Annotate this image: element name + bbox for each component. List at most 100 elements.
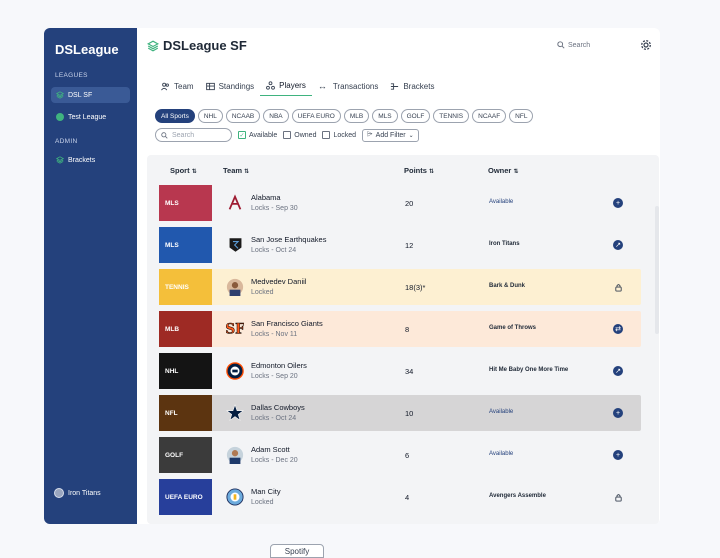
table-row[interactable]: MLS Alabama Locks - Sep 30 20 Available + — [159, 185, 641, 221]
page-title-text: DSLeague SF — [163, 38, 247, 53]
team-name[interactable]: Adam Scott — [251, 445, 290, 454]
tab-bar: Team Standings Players ↔ Transactions Br… — [155, 79, 440, 96]
sort-points-header[interactable]: Points ⇅ — [404, 166, 434, 175]
layers-icon — [56, 156, 64, 164]
header-search[interactable]: Search — [557, 41, 590, 49]
tab-label: Players — [279, 81, 306, 90]
points-value: 18(3)* — [405, 283, 426, 292]
table-row[interactable]: MLB SF San Francisco Giants Locks - Nov 11 8… — [159, 311, 641, 347]
lock-date: Locks - Sep 20 — [251, 373, 298, 380]
table-row[interactable]: MLS San Jose Earthquakes Locks - Oct 24 12 I… — [159, 227, 641, 263]
lock-icon — [613, 492, 623, 502]
sport-cell: NHL — [159, 353, 212, 389]
sort-sport-header[interactable]: Sport ⇅ — [170, 166, 197, 175]
search-icon — [557, 41, 565, 49]
owned-checkbox[interactable]: Owned — [283, 131, 316, 139]
sport-chip-mlb[interactable]: MLB — [343, 109, 370, 123]
points-value: 20 — [405, 199, 414, 208]
available-checkbox[interactable]: ✓ Available — [238, 131, 277, 139]
player-search-placeholder: Search — [172, 131, 195, 139]
sidebar-item-dsl-sf[interactable]: DSL SF — [51, 87, 130, 103]
page-title: DSLeague SF — [147, 38, 247, 53]
sport-chip-ncaab[interactable]: NCAAB — [225, 109, 261, 123]
owner-name: Avengers Assemble — [489, 493, 546, 499]
table-row[interactable]: GOLF Adam Scott Locks - Dec 20 6 Available + — [159, 437, 641, 473]
table-row[interactable]: TENNIS Medvedev Daniil Locked 18(3)* Bark & … — [159, 269, 641, 305]
sport-cell: MLS — [159, 227, 212, 263]
locked-checkbox[interactable]: Locked — [322, 131, 356, 139]
team-logo-icon — [225, 445, 245, 465]
gear-icon[interactable] — [640, 39, 652, 51]
svg-text:SF: SF — [226, 322, 244, 338]
team-name[interactable]: San Francisco Giants — [251, 319, 323, 328]
sidebar-item-label: Brackets — [68, 156, 96, 164]
team-logo-icon: SF — [225, 319, 245, 339]
sport-chip-nhl[interactable]: NHL — [197, 109, 223, 123]
table-scrollbar[interactable] — [655, 206, 659, 334]
trade-button[interactable]: ↗ — [613, 366, 623, 376]
sport-cell: GOLF — [159, 437, 212, 473]
tab-brackets[interactable]: Brackets — [384, 79, 440, 96]
tab-transactions[interactable]: ↔ Transactions — [312, 79, 385, 96]
checkbox-label: Locked — [333, 131, 357, 139]
sort-icon: ⇅ — [191, 169, 197, 175]
table-row[interactable]: NFL Dallas Cowboys Locks - Oct 24 10 Availab… — [159, 395, 641, 431]
owner-name: Game of Throws — [489, 325, 537, 331]
add-player-button[interactable]: + — [613, 198, 623, 208]
checkbox-box — [283, 131, 292, 139]
sport-chip-golf[interactable]: GOLF — [400, 109, 431, 123]
team-name[interactable]: San Jose Earthquakes — [251, 235, 327, 244]
avatar — [54, 488, 64, 498]
points-value: 6 — [405, 451, 410, 460]
sport-cell: UEFA EURO — [159, 479, 212, 515]
user-menu[interactable]: Iron Titans — [54, 488, 101, 498]
add-player-button[interactable]: + — [613, 450, 623, 460]
player-search-input[interactable]: Search — [155, 128, 232, 142]
add-player-button[interactable]: + — [613, 408, 623, 418]
sort-icon: ⇅ — [429, 169, 435, 175]
sport-chip-ncaaf[interactable]: NCAAF — [472, 109, 507, 123]
header-label: Sport — [170, 166, 190, 175]
team-name[interactable]: Edmonton Oilers — [251, 361, 307, 370]
table-icon — [205, 82, 215, 90]
swap-button[interactable]: ⇄ — [613, 324, 623, 334]
tab-team[interactable]: Team — [155, 79, 200, 96]
sport-chip-uefa-euro[interactable]: UEFA EURO — [291, 109, 341, 123]
sort-owner-header[interactable]: Owner ⇅ — [488, 166, 518, 175]
brand-title[interactable]: DSLeague — [55, 42, 119, 57]
sidebar-item-label: DSL SF — [68, 91, 93, 99]
owner-name: Hit Me Baby One More Time — [489, 367, 569, 373]
sport-chip-tennis[interactable]: TENNIS — [433, 109, 470, 123]
team-name[interactable]: Alabama — [251, 193, 281, 202]
table-row[interactable]: UEFA EURO Man City Locked 4 Avengers Assembl… — [159, 479, 641, 515]
users-icon — [161, 82, 169, 90]
sport-chip-nba[interactable]: NBA — [263, 109, 289, 123]
sport-filter-chips: All Sports NHL NCAAB NBA UEFA EURO MLB MLS GOLF… — [155, 109, 534, 123]
sport-chip-nfl[interactable]: NFL — [509, 109, 534, 123]
sport-cell: MLB — [159, 311, 212, 347]
team-name[interactable]: Dallas Cowboys — [251, 403, 305, 412]
lock-icon — [613, 282, 623, 292]
header-label: Team — [223, 166, 243, 175]
team-name[interactable]: Medvedev Daniil — [251, 277, 307, 286]
add-filter-button[interactable]: ⩥ Add Filter ⌄ — [362, 128, 419, 142]
team-name[interactable]: Man City — [251, 487, 281, 496]
players-table: Sport ⇅ Team ⇅ Points ⇅ Owner ⇅ MLS Alaba… — [147, 155, 659, 524]
points-value: 8 — [405, 325, 410, 334]
trade-button[interactable]: ↗ — [613, 240, 623, 250]
spotify-button[interactable]: Spotify — [270, 544, 324, 558]
sport-chip-mls[interactable]: MLS — [372, 109, 398, 123]
sidebar-item-brackets[interactable]: Brackets — [51, 152, 130, 168]
sport-chip-all-sports[interactable]: All Sports — [155, 109, 195, 123]
table-row[interactable]: NHL Edmonton Oilers Locks - Sep 20 34 Hit Me… — [159, 353, 641, 389]
check-icon: ✓ — [238, 131, 246, 139]
main-panel: DSLeague SF Search Team Standings Player… — [137, 28, 660, 524]
tab-label: Brackets — [403, 81, 435, 91]
sidebar-item-label: Test League — [68, 113, 107, 121]
sidebar-item-test-league[interactable]: Test League — [51, 109, 130, 125]
tab-label: Transactions — [332, 81, 379, 91]
tab-players[interactable]: Players — [260, 79, 312, 96]
sort-team-header[interactable]: Team ⇅ — [223, 166, 249, 175]
filter-row: Search ✓ Available Owned Locked ⩥ Add Fil… — [155, 128, 419, 142]
tab-standings[interactable]: Standings — [200, 79, 261, 96]
